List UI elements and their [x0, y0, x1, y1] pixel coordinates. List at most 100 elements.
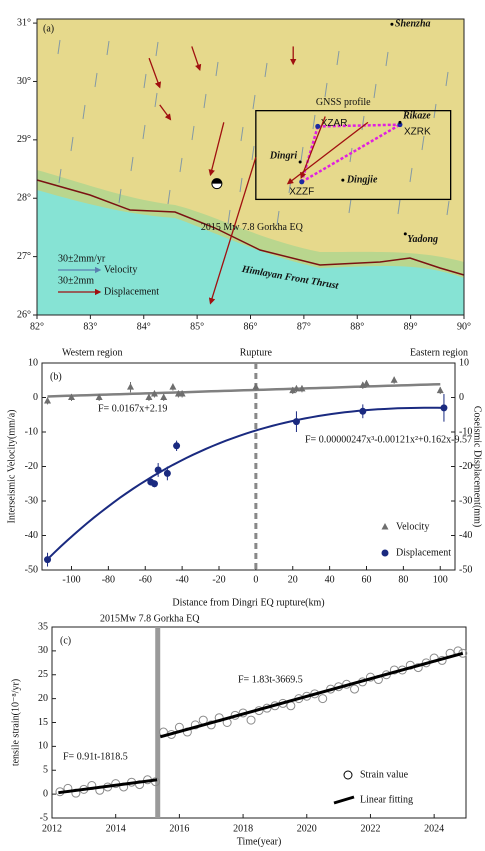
- station: [299, 179, 305, 185]
- velocity-stick: [57, 39, 61, 55]
- y-tick-label: 30: [38, 645, 48, 656]
- point: [292, 418, 300, 426]
- x-tick-label: 2022: [360, 823, 380, 834]
- displacement-arrow: [208, 157, 257, 305]
- y-tick-label: 15: [38, 717, 48, 728]
- panel-label: (b): [50, 371, 62, 382]
- fit-curve: [46, 406, 444, 561]
- y-tick-label: 5: [43, 765, 48, 776]
- legend-marker: [381, 523, 389, 530]
- velocity-stick: [276, 210, 280, 226]
- velocity-stick: [312, 114, 316, 130]
- place: [398, 120, 402, 124]
- fit-label: F= 0.0167x+2.19: [98, 403, 167, 414]
- strain-point: [350, 684, 360, 694]
- station-label: XZAR: [321, 118, 348, 129]
- x-tick-label: 88°: [350, 321, 364, 332]
- panel-label: (a): [43, 23, 54, 34]
- y-tick-label: 10: [38, 741, 48, 752]
- legend-label: Linear fitting: [360, 794, 413, 805]
- y2-tick-label: -40: [459, 530, 472, 541]
- velocity-stick: [167, 189, 171, 205]
- legend-label: Strain value: [360, 769, 409, 780]
- event-bar: [155, 627, 161, 818]
- velocity-stick: [154, 92, 158, 108]
- legend-label: Displacement: [396, 547, 451, 558]
- y-tick-label: -20: [25, 461, 38, 472]
- velocity-stick: [142, 124, 146, 140]
- x-tick-label: 2024: [424, 823, 444, 834]
- y-tick-label: 30°: [17, 76, 31, 87]
- station-label: XZZF: [289, 187, 314, 198]
- velocity-stick: [203, 93, 207, 109]
- strain-point: [318, 694, 328, 704]
- y-tick-label: -10: [25, 426, 38, 437]
- x-tick-label: 2012: [42, 823, 62, 834]
- displacement-arrow: [191, 46, 202, 72]
- x-tick-label: 40: [325, 574, 335, 585]
- x-axis-title: Distance from Dingri EQ rupture(km): [172, 597, 324, 608]
- velocity-stick: [179, 157, 183, 173]
- y-tick-label: 25: [38, 669, 48, 680]
- region-label: Eastern region: [410, 347, 468, 358]
- velocity-stick: [58, 168, 62, 184]
- point: [44, 396, 52, 404]
- velocity-stick: [445, 71, 449, 87]
- y2-tick-label: -20: [459, 461, 472, 472]
- y-tick-label: -5: [40, 812, 48, 823]
- y-tick-label: 28°: [17, 193, 31, 204]
- legend-marker: [333, 795, 355, 805]
- point: [440, 404, 448, 412]
- point: [160, 393, 168, 400]
- velocity-stick: [240, 126, 244, 142]
- y-tick-label: 35: [38, 621, 48, 632]
- point: [163, 469, 171, 477]
- y-tick-label: 20: [38, 693, 48, 704]
- y-tick-label: 29°: [17, 134, 31, 145]
- displacement-arrow: [300, 116, 326, 180]
- velocity-stick: [385, 51, 389, 67]
- panel-label: (c): [60, 635, 71, 646]
- x-tick-label: -20: [212, 574, 225, 585]
- point: [298, 384, 306, 392]
- profile-box: [255, 110, 452, 201]
- displacement-arrow: [208, 122, 225, 177]
- event-label: 2015Mw 7.8 Gorkha EQ: [100, 613, 200, 624]
- y2-tick-label: 10: [459, 357, 469, 368]
- place-label: Shenzha: [395, 19, 431, 30]
- y-tick-label: 0: [43, 788, 48, 799]
- point: [169, 383, 177, 390]
- velocity-stick: [82, 104, 86, 120]
- legend-text: Velocity: [104, 264, 137, 275]
- velocity-stick: [227, 209, 231, 225]
- point: [363, 379, 370, 387]
- epicenter-label: 2015 Mw 7.8 Gorkha EQ: [201, 222, 304, 233]
- y-tick-label: 0: [33, 392, 38, 403]
- y-tick-label: -50: [25, 564, 38, 575]
- point: [127, 383, 134, 390]
- legend-marker: [343, 770, 353, 780]
- profile-line: [317, 123, 400, 128]
- point: [154, 466, 162, 474]
- velocity-stick: [130, 156, 134, 172]
- fit-line: [159, 651, 464, 739]
- y2-axis-title: Coseismic Displacement(mm): [472, 406, 483, 527]
- velocity-stick: [251, 145, 255, 161]
- legend-label: Velocity: [396, 521, 429, 532]
- velocity-stick: [264, 62, 268, 78]
- velocity-stick: [155, 41, 159, 57]
- x-tick-label: 60: [362, 574, 372, 585]
- place: [390, 22, 394, 26]
- velocity-stick: [336, 50, 340, 66]
- y-tick-label: -30: [25, 495, 38, 506]
- x-tick-label: 83°: [83, 321, 97, 332]
- point: [359, 407, 367, 415]
- x-tick-label: 0: [253, 574, 258, 585]
- x-tick-label: -40: [175, 574, 188, 585]
- x-tick-label: 86°: [244, 321, 258, 332]
- y2-tick-label: 0: [459, 392, 464, 403]
- point: [95, 393, 103, 400]
- x-tick-label: 2018: [233, 823, 253, 834]
- x-tick-label: 100: [433, 574, 448, 585]
- velocity-stick: [70, 136, 74, 152]
